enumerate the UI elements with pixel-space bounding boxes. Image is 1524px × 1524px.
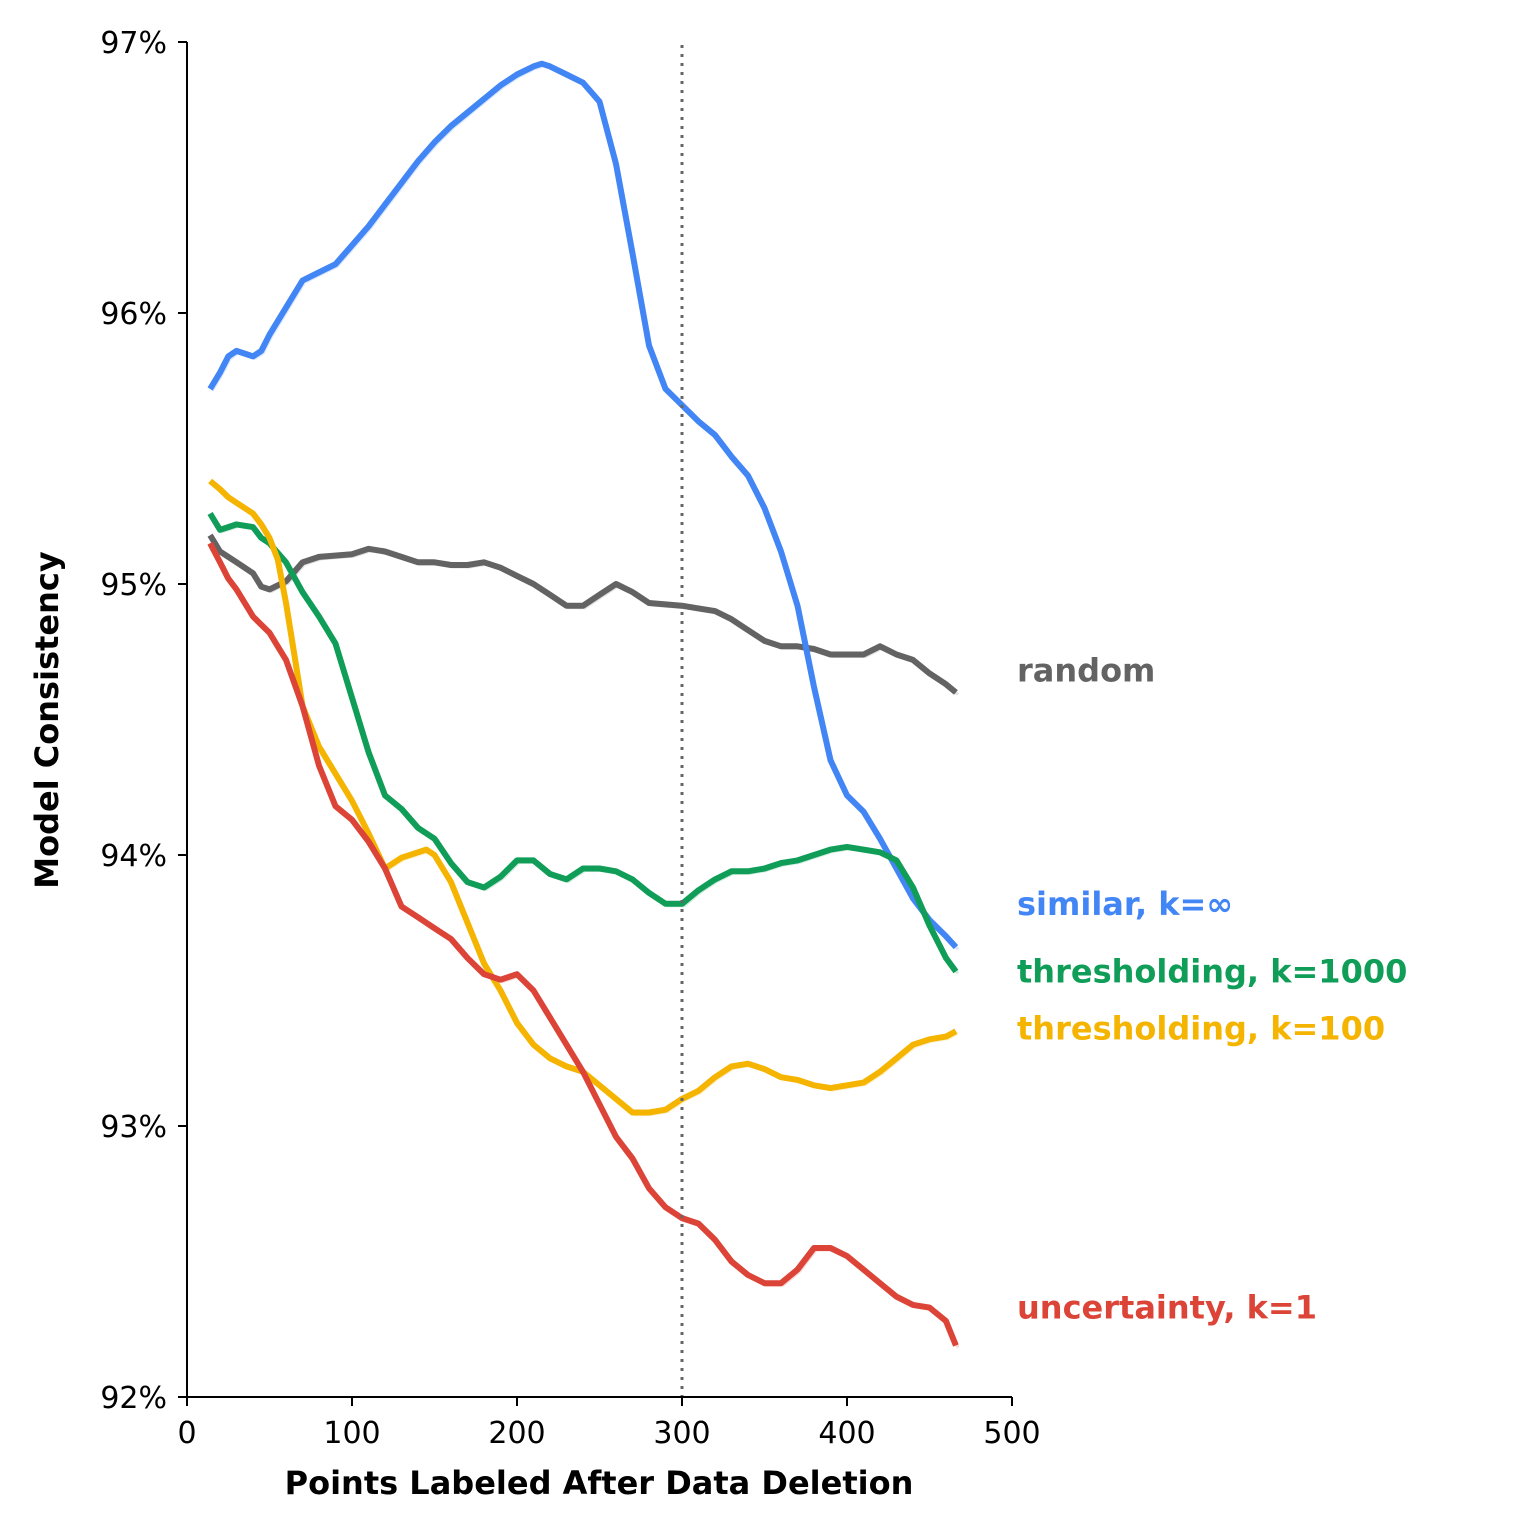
series-label-thresholding-k-100: thresholding, k=100 xyxy=(1017,1009,1385,1047)
series-label-uncertainty-k-1: uncertainty, k=1 xyxy=(1017,1289,1317,1327)
series-label-similar-k-inf: similar, k=∞ xyxy=(1017,885,1233,923)
y-tick-label: 97% xyxy=(100,26,167,61)
x-tick-label: 200 xyxy=(488,1416,545,1451)
x-tick-label: 100 xyxy=(323,1416,380,1451)
series-line-similar-k-inf xyxy=(207,60,959,950)
x-tick-label: 300 xyxy=(653,1416,710,1451)
y-axis-ticks: 92% 93% 94% 95% 96% 97% xyxy=(100,26,187,1416)
y-tick-label: 95% xyxy=(100,568,167,603)
series-labels: random similar, k=∞ thresholding, k=1000 th… xyxy=(1017,652,1407,1327)
series-line-uncertainty-k-1 xyxy=(207,541,959,1347)
series-label-thresholding-k-1000: thresholding, k=1000 xyxy=(1017,953,1407,991)
series-underlay-thresholding-k-100 xyxy=(211,481,959,1116)
series-layer xyxy=(207,60,960,1349)
x-axis-title: Points Labeled After Data Deletion xyxy=(285,1464,914,1502)
x-tick-label: 400 xyxy=(818,1416,875,1451)
series-line-thresholding-k-1000 xyxy=(207,511,959,974)
y-tick-label: 94% xyxy=(100,839,167,874)
x-tick-label: 0 xyxy=(177,1416,196,1451)
series-line-thresholding-k-100 xyxy=(208,478,958,1116)
series-underlay-thresholding-k-1000 xyxy=(210,514,960,975)
series-underlay-uncertainty-k-1 xyxy=(210,544,960,1349)
y-tick-label: 96% xyxy=(100,297,167,332)
y-tick-label: 93% xyxy=(100,1110,167,1145)
y-tick-label: 92% xyxy=(100,1381,167,1416)
x-tick-label: 500 xyxy=(983,1416,1040,1451)
series-underlay-similar-k-inf xyxy=(210,64,960,951)
series-line-random xyxy=(207,533,958,695)
y-axis-title: Model Consistency xyxy=(28,551,66,889)
series-label-random: random xyxy=(1017,652,1155,690)
series-underlay-random xyxy=(210,536,959,696)
x-axis-ticks: 0 100 200 300 400 500 xyxy=(177,1397,1041,1451)
